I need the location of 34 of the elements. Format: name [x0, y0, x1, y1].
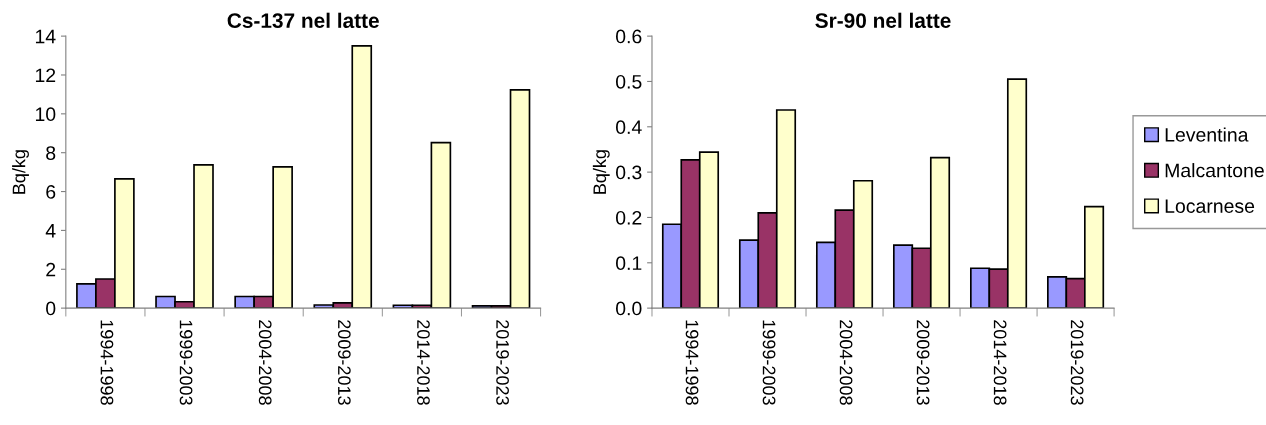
legend-label: Malcantone: [1165, 163, 1264, 178]
y-axis-title: Bq/kg: [12, 150, 29, 194]
x-tick-label: 2009-2013: [916, 320, 930, 405]
x-tick-label: 2009-2013: [337, 320, 351, 405]
chart-title: Sr-90 nel latte: [815, 12, 951, 28]
y-tick-label: 0.0: [616, 301, 642, 316]
y-tick-label: 2: [46, 262, 56, 277]
y-tick-label: 10: [35, 107, 56, 122]
legend-label: Leventina: [1165, 127, 1249, 142]
x-tick-label: 1999-2003: [762, 320, 776, 405]
y-tick-label: 12: [35, 68, 56, 83]
y-tick-label: 8: [46, 146, 56, 160]
x-tick-label: 2014-2018: [417, 320, 430, 405]
y-tick-label: 0.6: [616, 29, 642, 44]
x-tick-label: 2014-2018: [993, 320, 1007, 405]
y-tick-label: 0.3: [616, 165, 642, 180]
x-tick-label: 1999-2003: [179, 320, 193, 405]
y-tick-label: 6: [46, 185, 56, 199]
x-tick-label: 2019-2023: [496, 320, 509, 405]
y-tick-label: 0: [46, 301, 56, 316]
y-tick-label: 0.1: [616, 256, 642, 271]
y-tick-label: 0.5: [616, 74, 642, 89]
chart-title: Cs-137 nel latte: [227, 12, 379, 29]
y-tick-label: 4: [45, 224, 56, 238]
legend-label: Locarnese: [1165, 199, 1255, 213]
x-tick-label: 1994-1998: [685, 320, 699, 405]
y-axis-title: Bq/kg: [592, 150, 610, 194]
x-tick-label: 1994-1998: [100, 320, 114, 405]
y-tick-label: 0.4: [616, 120, 642, 135]
y-tick-label: 14: [35, 29, 56, 44]
x-tick-label: 2019-2023: [1070, 320, 1084, 405]
x-tick-label: 2004-2008: [258, 320, 272, 405]
x-tick-label: 2004-2008: [839, 320, 853, 405]
y-tick-label: 0.2: [616, 210, 642, 225]
